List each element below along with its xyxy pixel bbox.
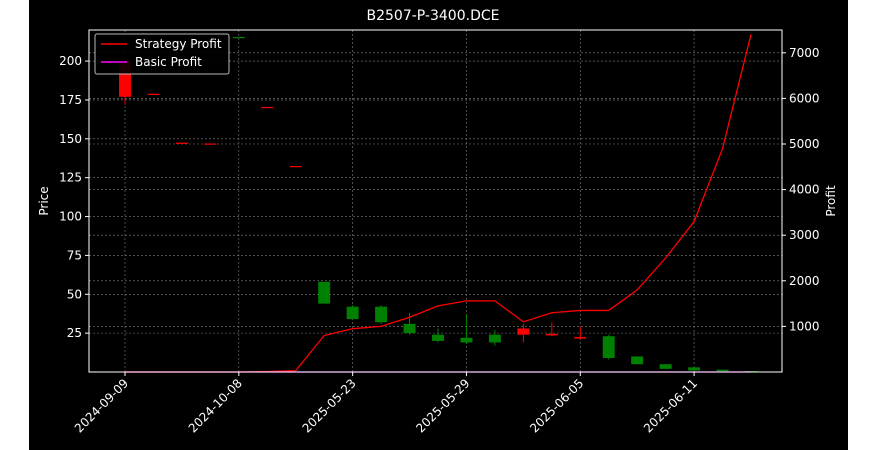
candle-body — [488, 334, 501, 343]
candle-body — [659, 364, 672, 369]
profit-lines — [125, 34, 752, 373]
candle-body — [574, 337, 587, 339]
x-tick-label: 2025-06-05 — [527, 376, 586, 435]
y-axis-label-left: Price — [37, 186, 51, 215]
right-tick-label: 7000 — [789, 46, 820, 60]
right-tick-label: 4000 — [789, 183, 820, 197]
candle-body — [175, 142, 188, 144]
x-axis: 2024-09-09 2024-10-08 2025-05-23 2025-05-29… — [72, 372, 700, 435]
candle-body — [147, 93, 160, 95]
chart-title: B2507-P-3400.DCE — [367, 8, 500, 24]
x-tick-label: 2025-05-23 — [300, 376, 359, 435]
legend-label-strategy: Strategy Profit — [135, 37, 222, 51]
left-tick-label: 50 — [67, 287, 82, 301]
candle-body — [432, 334, 444, 341]
right-tick-label: 1000 — [789, 319, 820, 333]
left-axis: 25 50 75 100 125 150 175 200 — [59, 54, 89, 340]
left-tick-label: 150 — [59, 132, 82, 146]
legend: Strategy Profit Basic Profit — [94, 33, 230, 75]
left-tick-label: 75 — [67, 248, 82, 262]
candle-body — [119, 61, 131, 97]
candle-body — [631, 356, 644, 365]
candle-body — [375, 306, 388, 323]
left-tick-label: 25 — [67, 326, 82, 340]
left-tick-label: 125 — [59, 171, 82, 185]
x-tick-label: 2025-06-11 — [641, 376, 700, 435]
candle-body — [460, 337, 473, 343]
right-tick-label: 5000 — [789, 137, 820, 151]
x-tick-label: 2025-05-29 — [413, 376, 472, 435]
x-tick-label: 2024-09-09 — [72, 376, 131, 435]
candle-body — [318, 281, 331, 304]
candle-body — [716, 369, 729, 372]
candle-body — [204, 143, 217, 145]
right-tick-label: 3000 — [789, 228, 820, 242]
candle-body — [688, 367, 701, 371]
candle-body — [403, 323, 416, 334]
candle-body — [232, 36, 245, 39]
right-tick-label: 2000 — [789, 274, 820, 288]
strategy-profit-line — [125, 34, 752, 373]
candle-body — [545, 333, 558, 336]
candle-body — [261, 106, 274, 109]
plot-frame — [88, 29, 783, 373]
candle-body — [346, 306, 359, 320]
legend-label-basic: Basic Profit — [135, 55, 202, 69]
left-tick-label: 175 — [59, 93, 82, 107]
x-tick-label: 2024-10-08 — [186, 376, 245, 435]
candlestick-chart: B2507-P-3400.DCE 25 50 75 100 125 150 175 200 1… — [37, 8, 838, 435]
legend-box — [94, 33, 230, 75]
right-tick-label: 6000 — [789, 91, 820, 105]
grid-lines — [89, 30, 782, 372]
y-axis-label-right: Profit — [824, 185, 838, 217]
chart-figure: B2507-P-3400.DCE 25 50 75 100 125 150 175 200 1… — [29, 0, 848, 450]
candles — [119, 36, 757, 373]
candle-body — [602, 336, 615, 359]
candle-body — [289, 166, 302, 168]
right-axis: 1000 2000 3000 4000 5000 6000 7000 — [782, 46, 820, 333]
left-tick-label: 200 — [59, 54, 82, 68]
left-tick-label: 100 — [59, 210, 82, 224]
candle-body — [517, 328, 530, 335]
